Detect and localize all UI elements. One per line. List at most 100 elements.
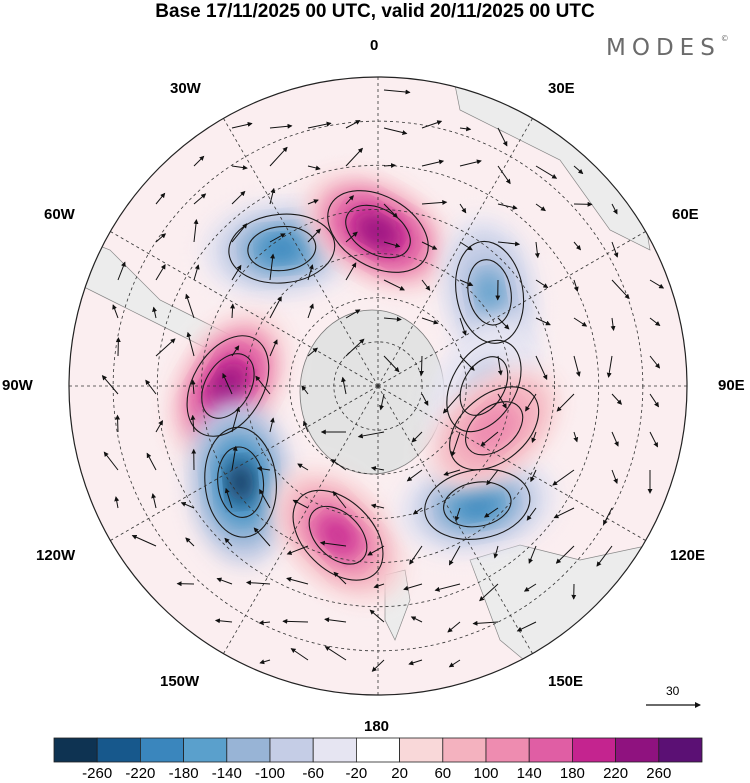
wind-vector [307, 347, 318, 357]
wind-vector [231, 190, 246, 205]
wind-vector [421, 279, 431, 291]
contour [308, 505, 368, 565]
colorbar-swatch [312, 737, 357, 763]
colorbar-ticks: -260 -220 -180 -140 -100 -60 -20 20 60 100 140 180 2… [0, 765, 750, 783]
wind-vector [155, 338, 176, 357]
contour-lines [186, 190, 540, 581]
wind-vector [101, 375, 119, 395]
anomaly-layer [477, 273, 502, 312]
wind-vector [459, 203, 467, 214]
wind-vector [379, 393, 385, 411]
wind-vector [459, 317, 467, 336]
wind-vector [345, 309, 361, 319]
wind-vector [611, 393, 622, 405]
wind-vector [497, 127, 508, 147]
lon-label-60w: 60W [44, 206, 75, 223]
brand-copyright-mark: © [720, 34, 729, 43]
wind-vector [483, 507, 499, 518]
colorbar-tick-label: -140 [211, 765, 242, 782]
wind-vector [231, 345, 240, 357]
wind-vector [383, 203, 398, 218]
colorbar-tick-label: -260 [82, 765, 113, 782]
wind-vector [319, 540, 347, 547]
wind-vector [155, 420, 163, 433]
wind-vector [649, 431, 658, 448]
lon-label-90e: 90E [718, 377, 745, 394]
wind-vector [573, 279, 579, 292]
colorbar-swatch [658, 737, 703, 763]
wind-vector [408, 659, 423, 666]
wind-vector [301, 385, 309, 395]
wind-vector [185, 293, 195, 319]
colorbar-swatch [226, 737, 271, 763]
wind-vector [115, 414, 121, 433]
wind-vector [406, 469, 423, 482]
wind-vector [403, 583, 423, 591]
lon-label-120w: 120W [36, 547, 76, 564]
wind-vector [421, 199, 448, 205]
wind-vector [269, 123, 293, 129]
wind-vector [345, 120, 361, 129]
colorbar-swatch [485, 737, 530, 763]
wind-vector [573, 317, 588, 327]
wind-vector [345, 195, 354, 205]
colorbar-swatch [53, 737, 98, 763]
contour [186, 335, 270, 437]
colorbar-swatch [399, 737, 444, 763]
wind-vector [459, 159, 482, 167]
wind-vector [442, 393, 461, 414]
colorbar-swatches [53, 737, 703, 763]
wind-vector [573, 355, 581, 377]
wind-vector [573, 165, 584, 175]
wind-vector [434, 583, 461, 592]
wind-vector [421, 120, 443, 129]
wind-vector [231, 445, 238, 471]
wind-vector [448, 659, 461, 668]
wind-vector [383, 163, 397, 169]
wind-vector [269, 253, 276, 281]
wind-vector [472, 620, 499, 626]
wind-vector [611, 431, 619, 447]
contour [292, 489, 384, 581]
wind-vector [649, 279, 665, 289]
reference-vector-label: 30 [666, 684, 680, 698]
wind-vector [231, 264, 242, 281]
wind-vector [611, 203, 618, 215]
latitude-circle [289, 297, 467, 475]
lon-label-150e: 150E [548, 673, 584, 690]
wind-vector [341, 376, 347, 395]
wind-vector [535, 355, 548, 381]
colorbar-tick-label: 260 [646, 765, 672, 782]
contour [459, 356, 509, 416]
wind-vector [497, 165, 511, 185]
wind-vector [307, 199, 319, 205]
wind-vector [302, 420, 309, 433]
lon-label-60e: 60E [672, 206, 699, 223]
wind-vector [486, 469, 499, 486]
wind-vector [573, 241, 582, 251]
wind-vector [373, 583, 385, 589]
wind-vector [497, 393, 507, 409]
wind-vector [231, 406, 241, 433]
wind-vector [369, 609, 385, 623]
wind-vector [259, 488, 271, 509]
wind-vector [282, 618, 309, 624]
wind-vector [230, 303, 236, 319]
wind-vector [345, 231, 358, 243]
wind-vector [357, 431, 385, 439]
wind-vector [345, 338, 365, 357]
wind-vector [447, 621, 461, 633]
colorbar-tick-label: 180 [559, 765, 585, 782]
wind-vector [411, 431, 423, 443]
wind-vector [297, 463, 309, 471]
colorbar-tick-label: 220 [603, 765, 629, 782]
contour [443, 481, 512, 528]
colorbar-tick-label: -220 [125, 765, 156, 782]
wind-vector [497, 203, 518, 210]
wind-vector [193, 218, 199, 243]
wind-vector [193, 264, 200, 281]
contour [424, 468, 531, 540]
wind-vector [525, 393, 537, 412]
wind-vector [155, 192, 166, 205]
wind-vector [611, 279, 630, 300]
